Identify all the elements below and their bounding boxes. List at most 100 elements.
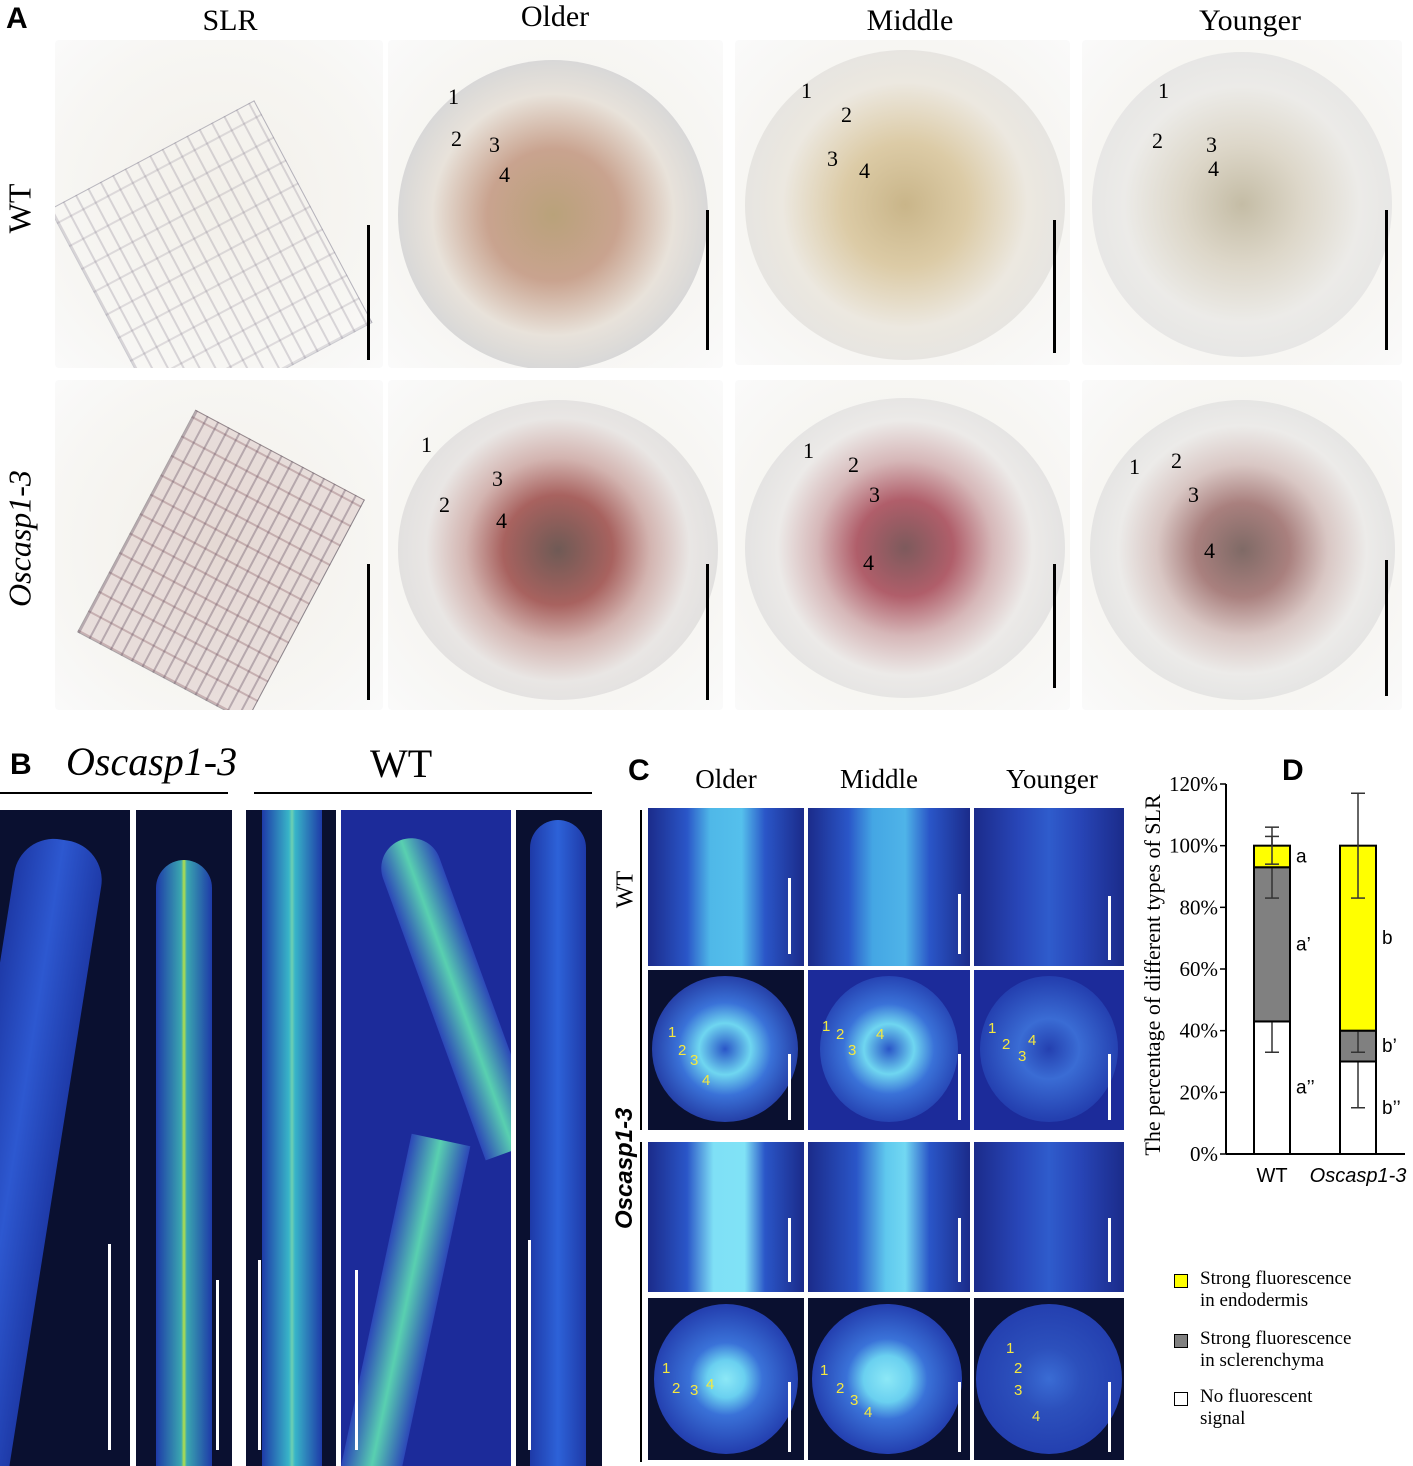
micrograph-wt-slr — [55, 40, 383, 368]
cell-label-1: 1 — [662, 1360, 671, 1377]
cell-label-3: 3 — [850, 1392, 859, 1409]
fluorescence-wt-root-3 — [516, 810, 602, 1466]
micrograph-wt-middle: 1 2 3 4 — [735, 40, 1070, 365]
y-axis-label: The percentage of different types of SLR — [1140, 794, 1165, 1156]
scale-bar — [367, 564, 370, 700]
scale-bar — [706, 564, 709, 700]
scale-bar — [216, 1280, 219, 1450]
scale-bar — [1053, 220, 1056, 353]
y-tick-label: 120% — [1169, 772, 1218, 796]
y-tick-label: 20% — [1180, 1080, 1219, 1104]
scale-bar — [706, 210, 709, 350]
cell-label-3: 3 — [690, 1382, 699, 1399]
scale-bar — [788, 878, 791, 954]
panel-c-wt-bracket — [640, 810, 642, 1130]
legend-swatch-sclerenchyma — [1174, 1334, 1188, 1348]
panel-c-row-wt: WT — [612, 870, 639, 909]
legend-label-endodermis: Strong fluorescence in endodermis — [1200, 1268, 1352, 1311]
significance-letter: a’ — [1296, 934, 1311, 955]
cell-label-2: 2 — [672, 1380, 681, 1397]
fluorescence-mutant-middle-long — [808, 1142, 970, 1292]
cell-label-4: 4 — [863, 550, 874, 575]
cell-label-2: 2 — [848, 452, 859, 477]
fluorescence-wt-middle-cross: 1 2 3 4 — [808, 970, 970, 1130]
fluorescence-mutant-root-2 — [136, 810, 232, 1466]
fluorescence-wt-root-1 — [246, 810, 336, 1466]
cell-label-2: 2 — [836, 1380, 845, 1397]
cell-label-4: 4 — [1208, 156, 1219, 181]
significance-letter: a’’ — [1296, 1078, 1315, 1099]
cell-label-4: 4 — [864, 1404, 873, 1421]
panel-b-wt-underline — [254, 792, 592, 794]
cell-label-3: 3 — [1018, 1048, 1027, 1065]
cell-label-2: 2 — [451, 126, 462, 151]
scale-bar — [1053, 564, 1056, 688]
panel-c-col-younger: Younger — [1006, 764, 1098, 794]
cell-label-4: 4 — [876, 1026, 885, 1043]
cell-label-2: 2 — [678, 1042, 687, 1059]
cell-label-3: 3 — [492, 466, 503, 491]
cell-label-3: 3 — [827, 146, 838, 171]
panel-a-row-wt: WT — [1, 183, 38, 234]
scale-bar — [1108, 1218, 1111, 1282]
x-category-label: WT — [1256, 1165, 1287, 1187]
cell-label-1: 1 — [803, 438, 814, 463]
significance-letter: a — [1296, 846, 1307, 867]
panel-d-letter: D — [1282, 754, 1304, 787]
fluorescence-wt-older-cross: 1 2 3 4 — [648, 970, 804, 1130]
scale-bar — [958, 1054, 961, 1120]
scale-bar — [788, 1218, 791, 1282]
cell-label-3: 3 — [690, 1052, 699, 1069]
scale-bar — [355, 1270, 358, 1450]
scale-bar — [367, 225, 370, 360]
panel-a-row-mutant: Oscasp1-3 — [1, 470, 38, 607]
fluorescence-mutant-older-long — [648, 1142, 804, 1292]
panel-b-letter: B — [10, 748, 32, 781]
fluorescence-mutant-root-1 — [0, 810, 130, 1466]
fluorescence-wt-younger-cross: 1 2 3 4 — [974, 970, 1124, 1130]
y-tick-label: 40% — [1180, 1019, 1219, 1043]
panel-b-mutant-label: Oscasp1-3 — [66, 739, 238, 784]
cell-label-1: 1 — [801, 78, 812, 103]
panel-c-col-older: Older — [695, 764, 757, 794]
cell-label-3: 3 — [1014, 1382, 1023, 1399]
cell-label-4: 4 — [706, 1376, 715, 1393]
cell-label-4: 4 — [499, 162, 510, 187]
scale-bar — [528, 1240, 531, 1450]
scale-bar — [1385, 210, 1388, 350]
legend-label-no-signal: No fluorescent signal — [1200, 1386, 1313, 1429]
cell-label-1: 1 — [1006, 1340, 1015, 1357]
x-category-label: Oscasp1-3 — [1310, 1165, 1407, 1187]
micrograph-mutant-older: 1 2 3 4 — [388, 380, 723, 710]
scale-bar — [1108, 1382, 1111, 1452]
cell-label-2: 2 — [439, 492, 450, 517]
scale-bar — [788, 1054, 791, 1120]
y-tick-label: 80% — [1180, 895, 1219, 919]
fluorescence-mutant-older-cross: 1 2 3 4 — [648, 1298, 804, 1460]
cell-label-2: 2 — [1171, 448, 1182, 473]
y-tick-label: 100% — [1169, 834, 1218, 858]
cell-label-4: 4 — [496, 508, 507, 533]
fluorescence-wt-root-2 — [341, 810, 511, 1466]
legend-swatch-no-signal — [1174, 1392, 1188, 1406]
scale-bar — [1108, 1054, 1111, 1120]
cell-label-1: 1 — [421, 432, 432, 457]
cell-label-3: 3 — [489, 132, 500, 157]
scale-bar — [958, 1382, 961, 1452]
panel-c-mutant-bracket — [640, 1142, 642, 1462]
micrograph-wt-younger: 1 2 3 4 — [1082, 40, 1402, 365]
cell-label-1: 1 — [448, 84, 459, 109]
y-tick-label: 0% — [1190, 1142, 1218, 1166]
cell-label-4: 4 — [1204, 538, 1215, 563]
legend-swatch-endodermis — [1174, 1274, 1188, 1288]
cell-label-1: 1 — [988, 1020, 997, 1037]
panel-b-mutant-underline — [0, 792, 228, 794]
fluorescence-wt-older-long — [648, 808, 804, 966]
cell-label-3: 3 — [1188, 482, 1199, 507]
scale-bar — [258, 1260, 261, 1450]
panel-a-col-middle: Middle — [866, 4, 954, 37]
micrograph-mutant-younger: 1 2 3 4 — [1082, 380, 1402, 710]
cell-label-2: 2 — [1014, 1360, 1023, 1377]
cell-label-2: 2 — [1002, 1036, 1011, 1053]
significance-letter: b — [1382, 928, 1393, 949]
